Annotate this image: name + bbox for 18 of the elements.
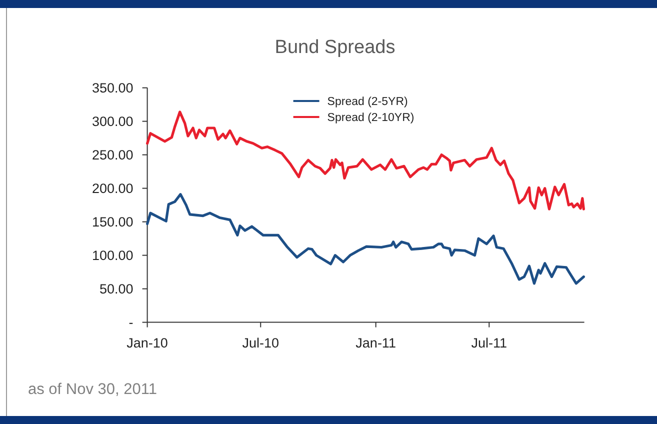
line-series [146, 193, 585, 285]
chart-title: Bund Spreads [274, 37, 396, 58]
x-tick-label: Jul-10 [242, 335, 280, 350]
y-tick-label: 100.00 [92, 248, 134, 264]
y-tick-label: 50.00 [100, 282, 134, 297]
y-tick-label: 350.00 [92, 80, 134, 96]
x-tick-label: Jul-11 [471, 335, 508, 350]
y-tick-label: 200.00 [92, 181, 134, 196]
line-series [146, 110, 585, 210]
y-tick-label: 150.00 [92, 214, 134, 230]
y-tick-label: 300.00 [92, 114, 134, 130]
x-tick-label: Jan-11 [356, 335, 396, 350]
y-tick-label: 250.00 [92, 148, 134, 163]
legend-label: Spread (2-10YR) [327, 112, 414, 124]
x-tick-label: Jan-10 [126, 335, 168, 350]
text: as of Nov 30, 2011 [28, 381, 157, 398]
legend-label: Spread (2-5YR) [327, 96, 408, 108]
y-tick-label: - [128, 315, 134, 330]
